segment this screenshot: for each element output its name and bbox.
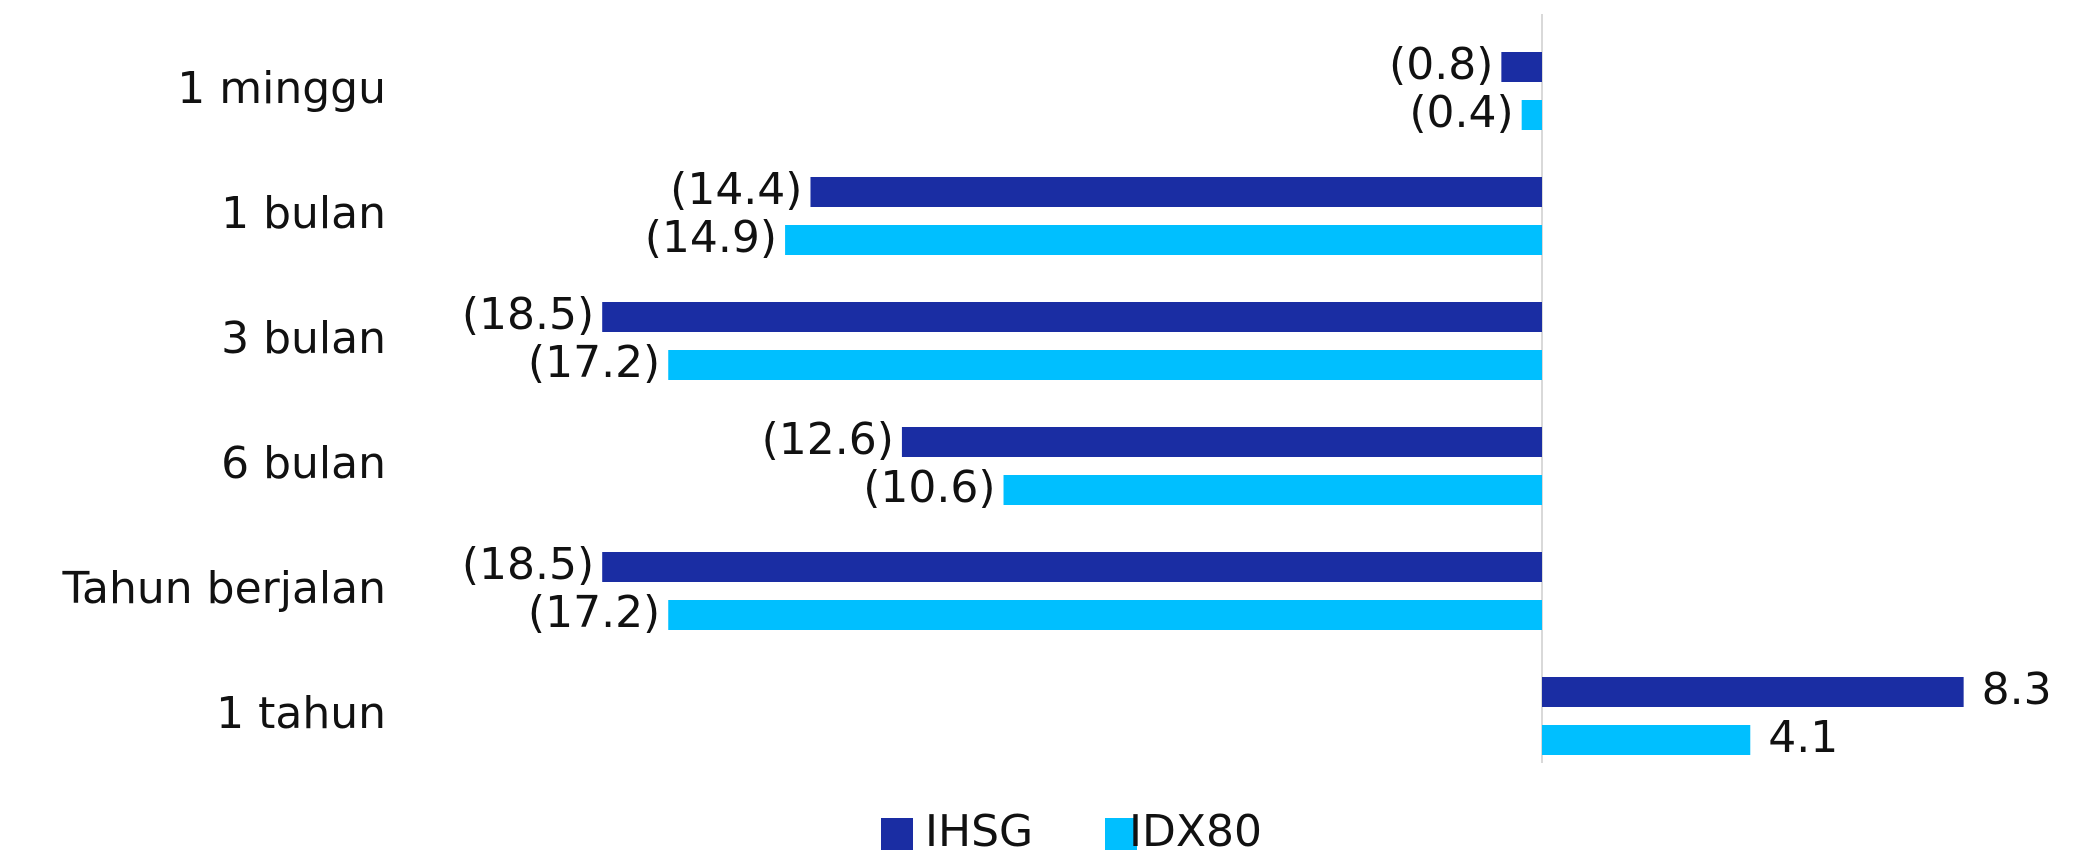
data-label: (18.5) <box>462 289 594 340</box>
legend-swatch-idx80 <box>1105 818 1137 850</box>
legend-label-ihsg: IHSG <box>925 806 1033 851</box>
category-label: 6 bulan <box>221 438 386 489</box>
bar-idx80 <box>668 600 1542 630</box>
data-label: (17.2) <box>528 337 660 388</box>
data-label: 8.3 <box>1982 664 2052 715</box>
bar-ihsg <box>810 177 1542 207</box>
bar-idx80 <box>1003 475 1542 505</box>
category-label: 3 bulan <box>221 313 386 364</box>
data-label: (18.5) <box>462 539 594 590</box>
data-label: (14.4) <box>670 164 802 215</box>
data-label: (0.4) <box>1409 87 1513 138</box>
bar-ihsg <box>602 552 1542 582</box>
data-label: (17.2) <box>528 587 660 638</box>
bar-idx80 <box>1521 100 1542 130</box>
legend-label-idx80: IDX80 <box>1129 806 1262 851</box>
bar-idx80 <box>785 225 1542 255</box>
category-label: 1 bulan <box>221 188 386 239</box>
data-label: (12.6) <box>762 414 894 465</box>
data-label: (10.6) <box>863 462 995 513</box>
bar-idx80 <box>668 350 1542 380</box>
bar-idx80 <box>1542 725 1751 755</box>
category-label: Tahun berjalan <box>61 563 386 614</box>
data-label: 4.1 <box>1768 712 1838 763</box>
bar-ihsg <box>901 427 1542 457</box>
category-label: 1 tahun <box>216 688 386 739</box>
category-label: 1 minggu <box>177 63 386 114</box>
legend-swatch-ihsg <box>881 818 913 850</box>
bar-ihsg <box>602 302 1542 332</box>
bar-ihsg <box>1542 677 1964 707</box>
data-label: (14.9) <box>645 212 777 263</box>
bar-ihsg <box>1501 52 1542 82</box>
data-label: (0.8) <box>1389 39 1493 90</box>
